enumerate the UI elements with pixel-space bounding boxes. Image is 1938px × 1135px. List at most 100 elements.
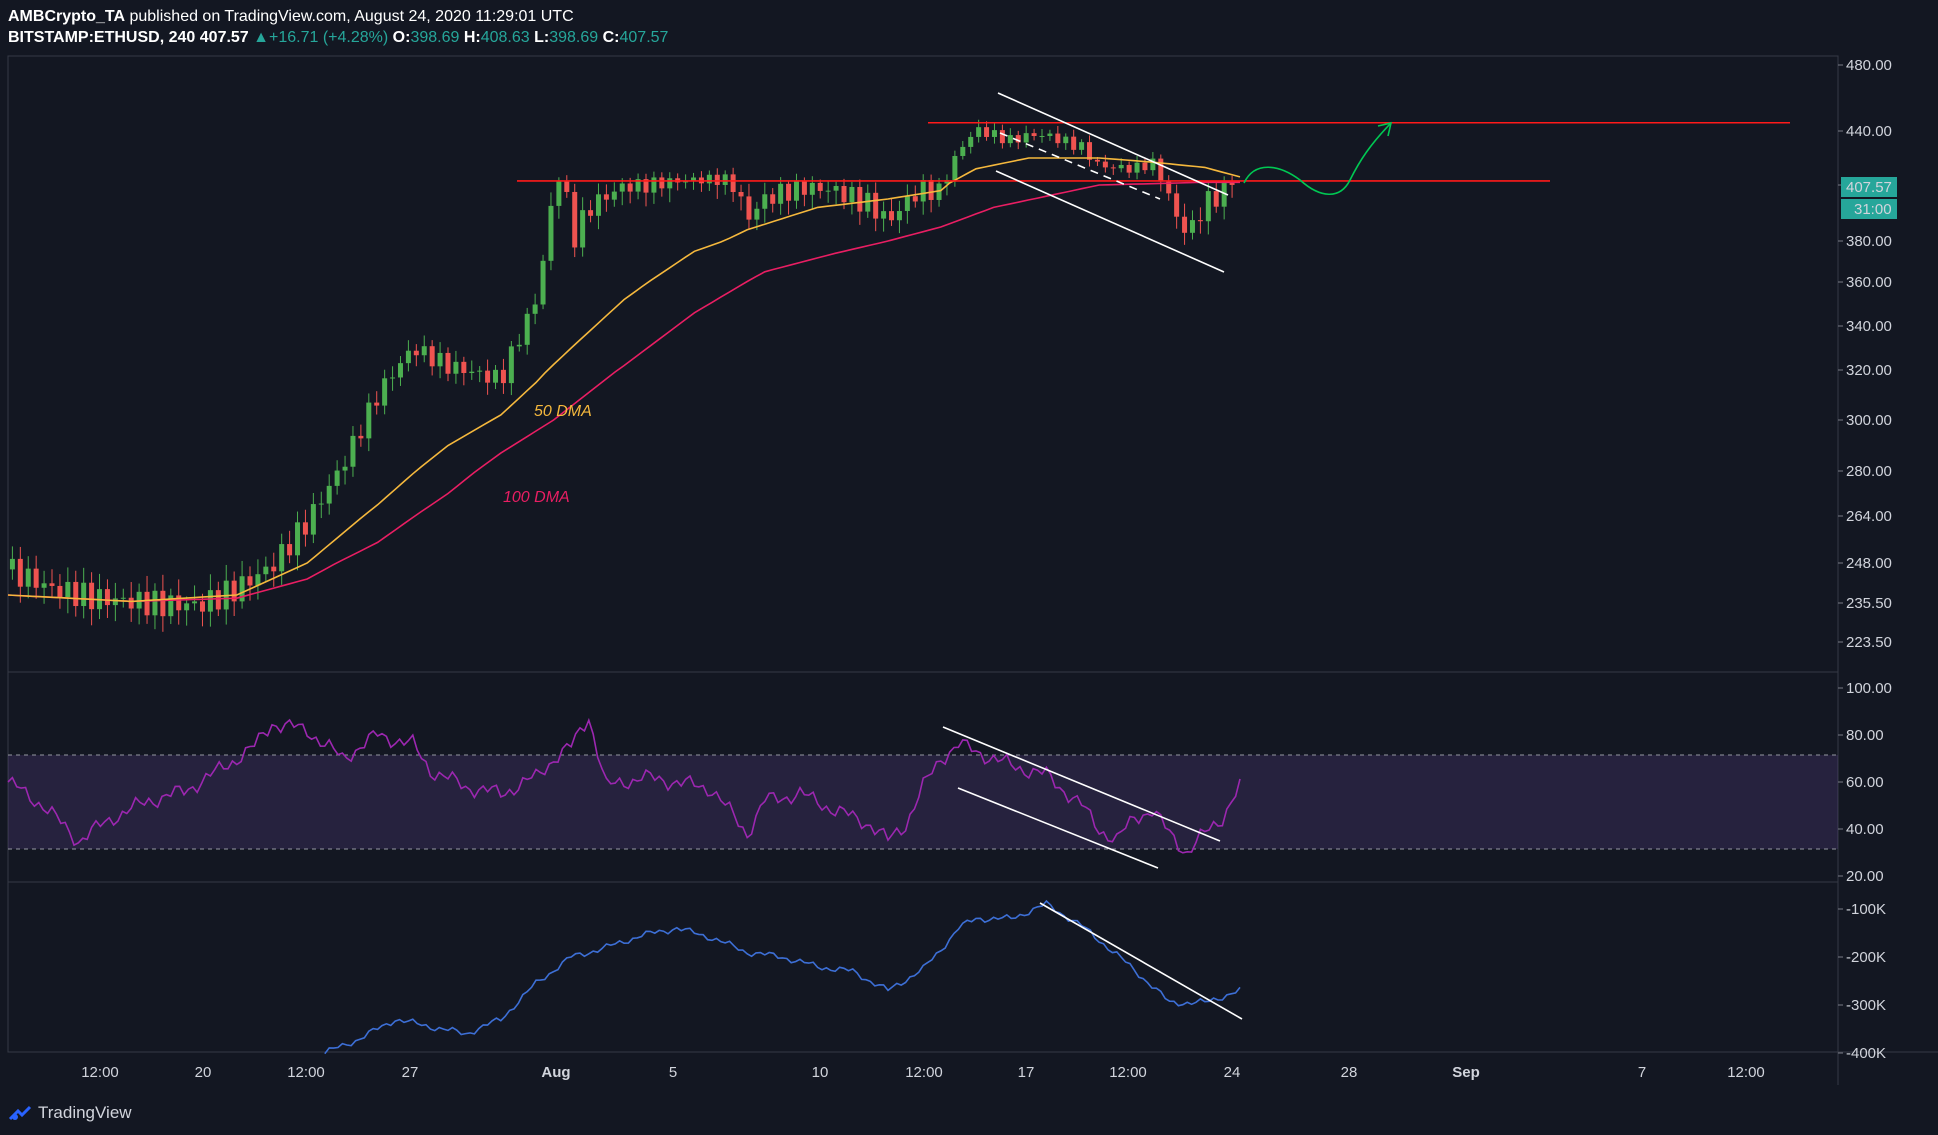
candle-body (104, 589, 110, 606)
candle-body (738, 192, 744, 197)
candle-body (611, 191, 617, 200)
candle-body (120, 597, 126, 599)
rsi-upper-trendline[interactable] (942, 726, 1221, 842)
candle-body (976, 127, 982, 137)
candle-body (17, 558, 23, 587)
candle-body (968, 136, 974, 147)
time-scale[interactable]: 12:00 20 12:00 27 Aug 5 10 12:00 17 12:00 24 28 Sep 7… (81, 1064, 1765, 1081)
time-tick-label: 12:00 (1727, 1064, 1765, 1081)
candle-body (73, 581, 79, 607)
candle-body (936, 183, 942, 200)
time-tick-label: 17 (1018, 1064, 1035, 1081)
candle-body (904, 196, 910, 212)
candle-body (350, 435, 356, 467)
candle-body (841, 185, 847, 203)
candle-body (588, 210, 594, 216)
time-tick-label: 12:00 (905, 1064, 943, 1081)
candle-body (390, 377, 396, 379)
price-tick-label: 300.00 (1846, 412, 1892, 429)
channel-upper-line[interactable] (997, 92, 1229, 196)
candle-body (168, 595, 174, 617)
candle-body (192, 601, 198, 604)
candle-body (1110, 167, 1116, 169)
candle-body (199, 601, 205, 612)
candle-body (999, 130, 1005, 144)
candle-body (619, 183, 625, 192)
candle-body (1150, 158, 1156, 171)
candle-body (651, 177, 657, 193)
rsi-lower-trendline[interactable] (957, 787, 1159, 869)
candle-body (1039, 135, 1045, 137)
price-tick-label: 480.00 (1846, 57, 1892, 74)
candle-body (81, 582, 87, 607)
time-tick-label: 27 (402, 1064, 419, 1081)
time-tick-label: Aug (541, 1064, 570, 1081)
candle-body (1189, 220, 1195, 233)
obv-trendline[interactable] (1039, 902, 1243, 1020)
candle-body (295, 522, 301, 556)
last-price: 407.57 (199, 29, 249, 46)
candle-body (1126, 164, 1132, 173)
candle-body (667, 178, 673, 189)
candle-body (984, 127, 990, 137)
candle-body (1079, 142, 1085, 150)
time-tick-label: 12:00 (1109, 1064, 1147, 1081)
candle-body (366, 402, 372, 439)
interval[interactable]: 240 (168, 29, 196, 46)
candle-body (730, 174, 736, 193)
candle-body (1142, 162, 1148, 171)
channel-lower-line[interactable] (995, 170, 1225, 273)
rsi-tick-label: 60.00 (1846, 774, 1884, 791)
candle-body (152, 590, 158, 616)
last-price-badge-text: 407.57 (1846, 179, 1892, 196)
time-tick-label: 7 (1638, 1064, 1646, 1081)
candle-body (873, 192, 879, 219)
brand-name[interactable]: TradingView (38, 1103, 132, 1122)
last-price-badge (1841, 177, 1897, 197)
channel-trendlines[interactable] (942, 92, 1243, 1020)
open-value: 398.69 (410, 29, 460, 46)
symbol-name[interactable]: BITSTAMP:ETHUSD (8, 29, 160, 46)
footer: TradingView (8, 1100, 132, 1126)
ohlc-line: BITSTAMP:ETHUSD, 240 407.57 ▲+16.71 (+4.… (8, 29, 669, 46)
obv-tick-label: -300K (1846, 997, 1886, 1014)
candle-body (453, 361, 459, 374)
low-value: 398.69 (549, 29, 599, 46)
rsi-tick-label: 40.00 (1846, 821, 1884, 838)
candle-body (89, 582, 95, 610)
candle-body (49, 583, 55, 586)
candle-body (65, 581, 71, 598)
candle-body (160, 590, 166, 617)
price-tick-label: 280.00 (1846, 463, 1892, 480)
candle-body (643, 179, 649, 193)
candle-body (397, 363, 403, 378)
publisher-name[interactable]: AMBCrypto_TA (8, 8, 126, 25)
price-scale[interactable]: 480.00440.00400.00380.00360.00340.00320.… (1838, 57, 1892, 1062)
candle-body (263, 566, 269, 575)
obv-tick-label: -100K (1846, 901, 1886, 918)
candle-body (318, 503, 324, 505)
candle-body (279, 544, 285, 572)
projection-path[interactable] (1243, 123, 1391, 195)
obv-tick-label: -400K (1846, 1045, 1886, 1062)
candle-body (9, 558, 15, 570)
price-tick-label: 223.50 (1846, 634, 1892, 651)
candle-body (1031, 133, 1037, 136)
channel-mid-line[interactable] (999, 132, 1161, 200)
candle-body (722, 174, 728, 185)
candle-body (461, 361, 467, 374)
candle-body (429, 346, 435, 367)
time-tick-label: 28 (1341, 1064, 1358, 1081)
price-tick-label: 248.00 (1846, 555, 1892, 572)
candle-body (1158, 158, 1164, 182)
price-tick-label: 380.00 (1846, 233, 1892, 250)
candle-body (41, 583, 47, 588)
tradingview-logo-icon (8, 1105, 32, 1121)
candle-body (1055, 133, 1061, 144)
candle-body (287, 544, 293, 556)
candle-body (762, 194, 768, 209)
time-tick-label: Sep (1452, 1064, 1480, 1081)
candle-body (184, 603, 190, 611)
up-arrow-icon: ▲ (253, 29, 269, 46)
